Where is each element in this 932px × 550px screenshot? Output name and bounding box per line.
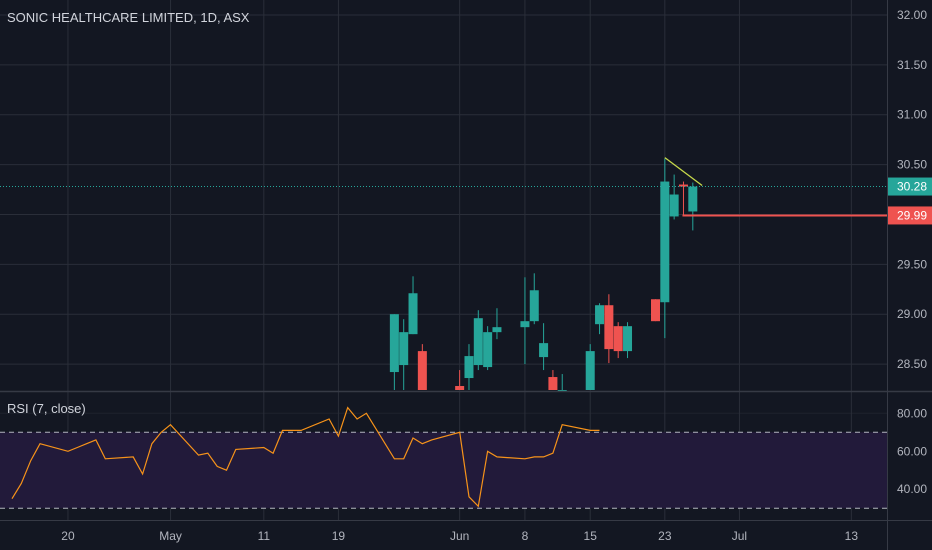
price-tick-label: 32.00 — [897, 8, 927, 22]
candle-body — [399, 332, 409, 366]
candle — [613, 322, 623, 359]
candle — [623, 322, 633, 359]
candle — [417, 344, 427, 390]
candle — [389, 314, 399, 390]
candle — [604, 294, 614, 364]
time-tick-label: 8 — [522, 529, 529, 543]
rsi-band — [0, 432, 887, 509]
price-tick-label: 31.00 — [897, 108, 927, 122]
candle — [529, 273, 539, 325]
candle — [688, 182, 698, 231]
candle-body — [389, 314, 399, 373]
candle-body — [529, 290, 539, 322]
candle — [492, 308, 502, 340]
candle-body — [660, 181, 670, 303]
candle — [557, 374, 567, 391]
candle — [539, 323, 549, 371]
rsi-tick-label: 60.00 — [897, 444, 927, 458]
candle — [399, 319, 409, 390]
time-tick-label: Jul — [732, 529, 747, 543]
time-tick-label: 19 — [332, 529, 346, 543]
price-tick-label: 29.50 — [897, 257, 927, 271]
time-tick-label: 23 — [658, 529, 672, 543]
last-price-label: 30.28 — [897, 180, 927, 194]
candle-body — [548, 377, 558, 390]
candle-body — [520, 321, 530, 328]
candle-body — [473, 318, 483, 366]
time-tick-label: 13 — [845, 529, 859, 543]
time-tick-label: Jun — [450, 529, 469, 543]
candle — [678, 181, 688, 216]
time-tick-label: May — [159, 529, 182, 543]
candle — [548, 370, 558, 390]
overlays — [0, 157, 887, 217]
candle — [408, 276, 418, 335]
candle — [669, 174, 679, 220]
price-tick-label: 31.50 — [897, 58, 927, 72]
candle-body — [604, 305, 614, 350]
time-tick-label: 11 — [258, 529, 271, 543]
level-price-label: 29.99 — [897, 208, 927, 222]
rsi-line — [11, 406, 600, 508]
candle-body — [688, 186, 698, 212]
candle-body — [595, 305, 605, 325]
candle — [473, 310, 483, 371]
candle-body — [678, 184, 688, 187]
rsi-tick-label: 40.00 — [897, 482, 927, 496]
candles[interactable] — [389, 158, 698, 391]
candle-body — [492, 327, 502, 333]
level-price-tag — [888, 206, 932, 225]
price-tick-label: 28.50 — [897, 357, 927, 371]
candle-body — [483, 332, 493, 368]
candle-body — [623, 326, 633, 352]
candle-body — [464, 356, 474, 379]
candle — [585, 344, 595, 390]
price-tick-label: 30.50 — [897, 158, 927, 172]
candle-body — [669, 194, 679, 217]
candle-body — [408, 293, 418, 335]
last-price-tag — [888, 177, 932, 196]
candle-body — [417, 351, 427, 390]
rsi-series-line — [11, 406, 600, 508]
time-tick-label: 20 — [61, 529, 75, 543]
candle-body — [455, 386, 465, 390]
chart-title: SONIC HEALTHCARE LIMITED, 1D, ASX — [7, 10, 250, 25]
candle — [455, 370, 465, 390]
candle-body — [585, 351, 595, 390]
price-tick-label: 29.00 — [897, 307, 927, 321]
candle — [464, 344, 474, 390]
candle — [520, 277, 530, 365]
rsi-title: RSI (7, close) — [7, 401, 86, 416]
candle-body — [539, 343, 549, 358]
time-tick-label: 15 — [584, 529, 598, 543]
candle-body — [557, 390, 567, 391]
candle-body — [651, 299, 660, 322]
candle — [651, 299, 660, 322]
candle — [595, 303, 605, 335]
rsi-band-lines — [0, 431, 887, 509]
candle — [660, 158, 670, 339]
rsi-tick-label: 80.00 — [897, 406, 927, 420]
candle — [483, 326, 493, 371]
candle-body — [613, 326, 623, 352]
trendline — [664, 157, 703, 187]
